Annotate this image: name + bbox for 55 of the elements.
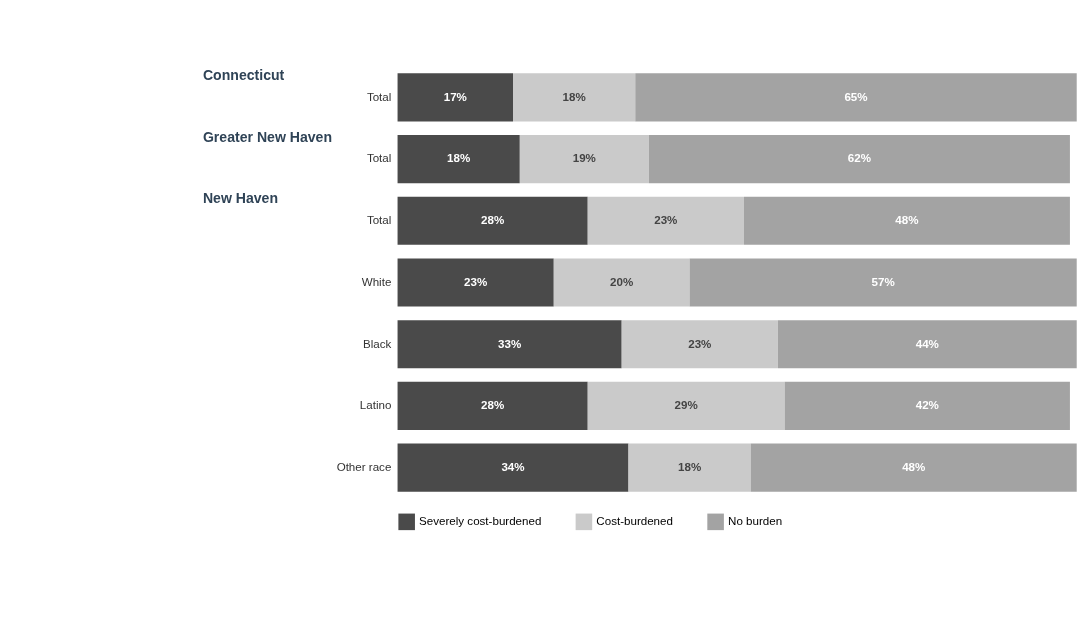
bar [743, 196, 1070, 245]
data-label: 17% [443, 90, 467, 103]
y-tick-label: Latino [359, 399, 392, 412]
bar [777, 320, 1077, 369]
bar [397, 443, 629, 492]
data-label: 28% [481, 399, 505, 412]
bar [397, 258, 554, 307]
data-label: 18% [562, 90, 586, 103]
data-label: 23% [464, 275, 488, 288]
legend-label: Cost-burdened [596, 515, 673, 528]
data-label: 33% [498, 337, 522, 350]
y-tick-label: Total [366, 214, 392, 227]
data-label: 23% [654, 214, 678, 227]
data-label: 20% [610, 275, 634, 288]
bar [397, 135, 520, 184]
legend-label: Severely cost-burdened [419, 515, 542, 528]
data-label: 28% [481, 214, 505, 227]
bar [397, 73, 514, 122]
bar [587, 196, 744, 245]
data-label: 34% [501, 460, 525, 473]
bar [689, 258, 1077, 307]
bar [397, 196, 588, 245]
bar [621, 320, 778, 369]
data-label: 18% [678, 460, 702, 473]
data-label: 19% [572, 152, 596, 165]
data-label: 48% [895, 214, 919, 227]
bar [397, 381, 588, 430]
bar [784, 381, 1070, 430]
bar [519, 135, 649, 184]
data-label: 48% [902, 460, 926, 473]
bar [553, 258, 690, 307]
legend-label: No burden [728, 515, 783, 528]
data-label: 62% [847, 152, 871, 165]
data-label: 18% [447, 152, 471, 165]
text: Connecticut [202, 66, 285, 83]
y-tick-label: Black [363, 337, 392, 350]
data-label: 29% [674, 399, 698, 412]
data-label: 65% [844, 90, 868, 103]
bar [513, 73, 636, 122]
bar [648, 135, 1070, 184]
y-tick-label: Other race [336, 460, 392, 473]
data-label: 42% [915, 399, 939, 412]
y-tick-label: Total [366, 90, 392, 103]
y-tick-label: White [361, 275, 392, 288]
bar [587, 381, 785, 430]
bar [628, 443, 751, 492]
bar [397, 320, 622, 369]
bar [635, 73, 1077, 122]
data-label: 57% [871, 275, 895, 288]
text: New Haven [202, 190, 279, 207]
text: Greater New Haven [202, 128, 333, 145]
data-label: 44% [915, 337, 939, 350]
y-tick-label: Total [366, 152, 392, 165]
data-label: 23% [688, 337, 712, 350]
bar [750, 443, 1077, 492]
